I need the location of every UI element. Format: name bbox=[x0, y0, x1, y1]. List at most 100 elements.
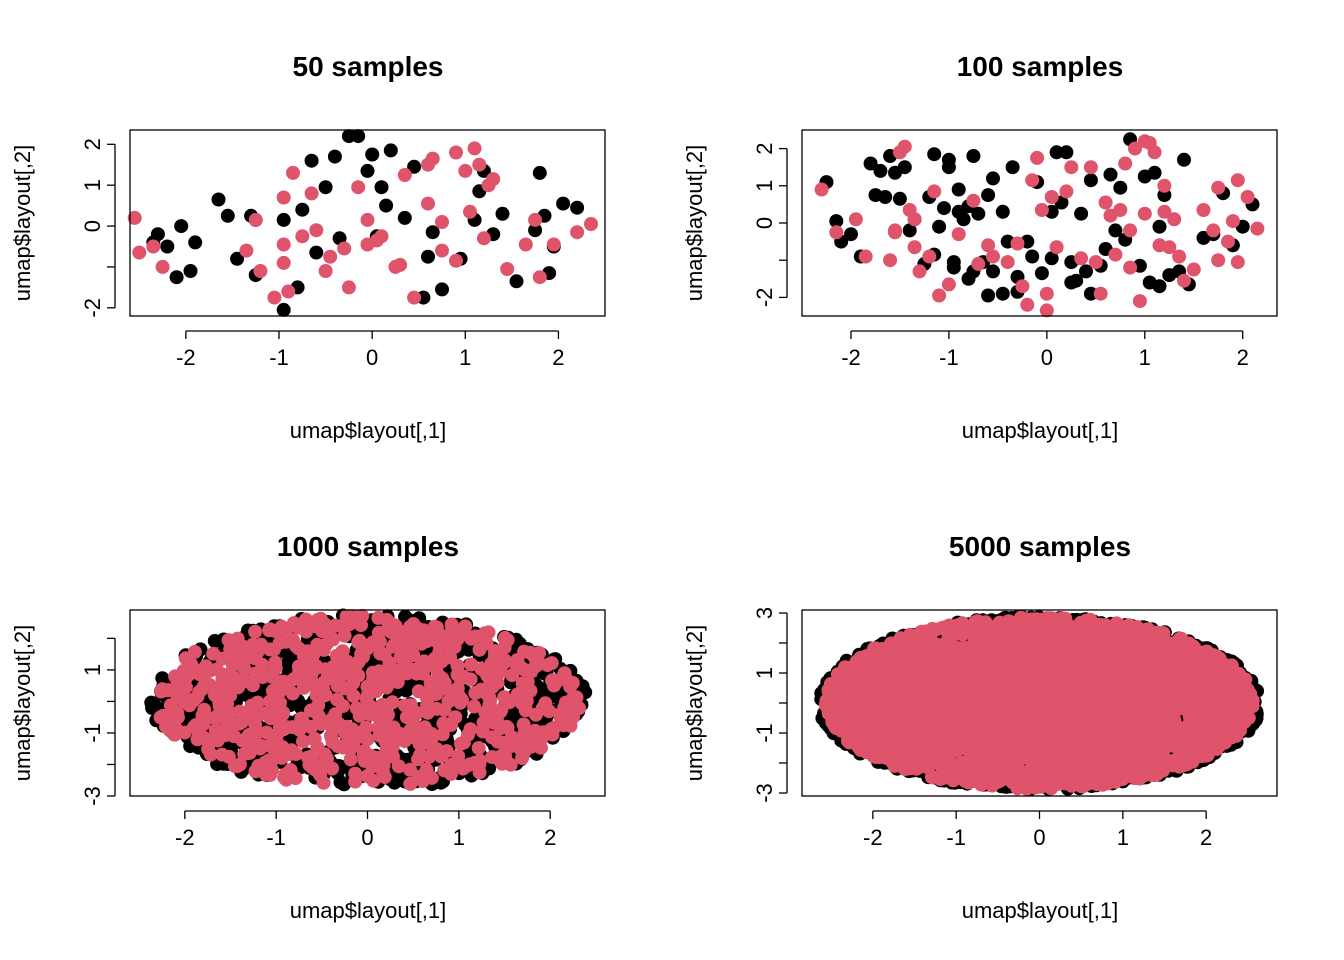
points-layer bbox=[814, 609, 1265, 796]
scatter-point bbox=[1137, 206, 1152, 221]
scatter-point bbox=[365, 147, 380, 162]
scatter-point bbox=[263, 767, 278, 782]
scatter-point bbox=[1230, 255, 1245, 270]
scatter-point bbox=[377, 722, 392, 737]
scatter-point bbox=[398, 698, 412, 713]
scatter-point bbox=[248, 624, 263, 639]
scatter-point bbox=[1186, 262, 1201, 277]
scatter-point bbox=[897, 160, 912, 175]
scatter-point bbox=[1177, 273, 1191, 288]
scatter-point bbox=[160, 239, 175, 254]
scatter-point bbox=[348, 774, 363, 789]
scatter-point bbox=[381, 707, 395, 722]
scatter-point bbox=[1044, 251, 1059, 266]
scatter-point bbox=[288, 771, 303, 786]
scatter-point bbox=[340, 735, 355, 750]
scatter-point bbox=[304, 186, 319, 201]
scatter-point bbox=[230, 631, 245, 646]
scatter-point bbox=[435, 243, 449, 258]
scatter-point bbox=[1034, 203, 1049, 217]
scatter-point bbox=[1059, 145, 1074, 160]
scatter-point bbox=[337, 628, 352, 643]
scatter-point bbox=[814, 182, 829, 197]
scatter-point bbox=[907, 212, 922, 227]
scatter-point bbox=[429, 660, 444, 675]
scatter-point bbox=[478, 705, 493, 720]
scatter-point bbox=[892, 191, 907, 206]
x-tick-label: 2 bbox=[544, 825, 556, 850]
scatter-point bbox=[570, 225, 585, 240]
y-tick-label: 2 bbox=[752, 142, 777, 154]
panel-1000-samples: 1000 samples umap$layout[,1] umap$layout… bbox=[10, 531, 606, 923]
x-tick-label: 0 bbox=[361, 825, 373, 850]
plot-border bbox=[129, 129, 606, 317]
scatter-point bbox=[1000, 255, 1015, 270]
scatter-point bbox=[295, 229, 310, 244]
scatter-point bbox=[521, 725, 536, 740]
scatter-point bbox=[301, 655, 316, 670]
scatter-point bbox=[1034, 266, 1049, 281]
scatter-point bbox=[403, 776, 418, 791]
scatter-point bbox=[351, 129, 366, 144]
scatter-point bbox=[346, 688, 361, 703]
scatter-point bbox=[313, 768, 328, 783]
scatter-point bbox=[304, 153, 319, 168]
scatter-point bbox=[377, 647, 392, 662]
scatter-point bbox=[188, 235, 203, 250]
scatter-point bbox=[495, 206, 510, 221]
points-layer bbox=[814, 132, 1265, 318]
scatter-point bbox=[495, 656, 510, 671]
scatter-point bbox=[1079, 264, 1093, 279]
scatter-point bbox=[1020, 297, 1035, 312]
scatter-point bbox=[450, 632, 465, 647]
x-tick-label: 2 bbox=[1237, 345, 1249, 370]
scatter-point bbox=[286, 165, 300, 180]
scatter-point bbox=[1088, 255, 1103, 270]
scatter-point bbox=[986, 264, 1000, 279]
scatter-point bbox=[374, 229, 389, 244]
scatter-point bbox=[397, 210, 412, 225]
scatter-point bbox=[371, 625, 386, 640]
scatter-point bbox=[1147, 145, 1162, 160]
scatter-point bbox=[271, 686, 286, 701]
scatter-point bbox=[424, 688, 438, 703]
scatter-point bbox=[328, 707, 343, 722]
scatter-point bbox=[1177, 152, 1191, 167]
scatter-point bbox=[248, 764, 263, 779]
scatter-point bbox=[404, 723, 419, 738]
scatter-point bbox=[922, 249, 937, 264]
scatter-point bbox=[309, 223, 324, 238]
scatter-point bbox=[986, 249, 1000, 264]
scatter-point bbox=[421, 249, 435, 264]
scatter-point bbox=[966, 193, 981, 208]
scatter-point bbox=[363, 699, 378, 714]
scatter-point bbox=[220, 208, 235, 223]
scatter-point bbox=[1015, 279, 1030, 294]
scatter-point bbox=[383, 143, 398, 158]
scatter-point bbox=[276, 237, 291, 252]
y-axis-label: umap$layout[,2] bbox=[10, 145, 35, 302]
scatter-point bbox=[528, 212, 543, 227]
panel-title: 100 samples bbox=[957, 51, 1124, 82]
scatter-point bbox=[499, 719, 514, 734]
scatter-point bbox=[385, 617, 400, 632]
scatter-point bbox=[500, 633, 515, 647]
scatter-point bbox=[844, 227, 858, 242]
x-tick-label: 0 bbox=[366, 345, 378, 370]
scatter-point bbox=[1108, 247, 1123, 262]
scatter-point bbox=[1157, 178, 1172, 193]
x-axis: -2 -1 0 1 2 bbox=[175, 810, 556, 850]
scatter-point bbox=[250, 695, 265, 710]
scatter-point bbox=[932, 219, 947, 234]
scatter-point bbox=[1064, 275, 1079, 290]
scatter-point bbox=[318, 180, 333, 195]
scatter-point bbox=[371, 610, 386, 625]
scatter-point bbox=[406, 648, 421, 662]
scatter-point bbox=[309, 245, 324, 260]
scatter-point bbox=[863, 156, 878, 171]
scatter-point bbox=[1196, 203, 1211, 217]
scatter-point bbox=[1010, 236, 1025, 251]
scatter-point bbox=[407, 159, 422, 174]
scatter-point bbox=[464, 657, 479, 672]
x-axis-label: umap$layout[,1] bbox=[290, 898, 447, 923]
